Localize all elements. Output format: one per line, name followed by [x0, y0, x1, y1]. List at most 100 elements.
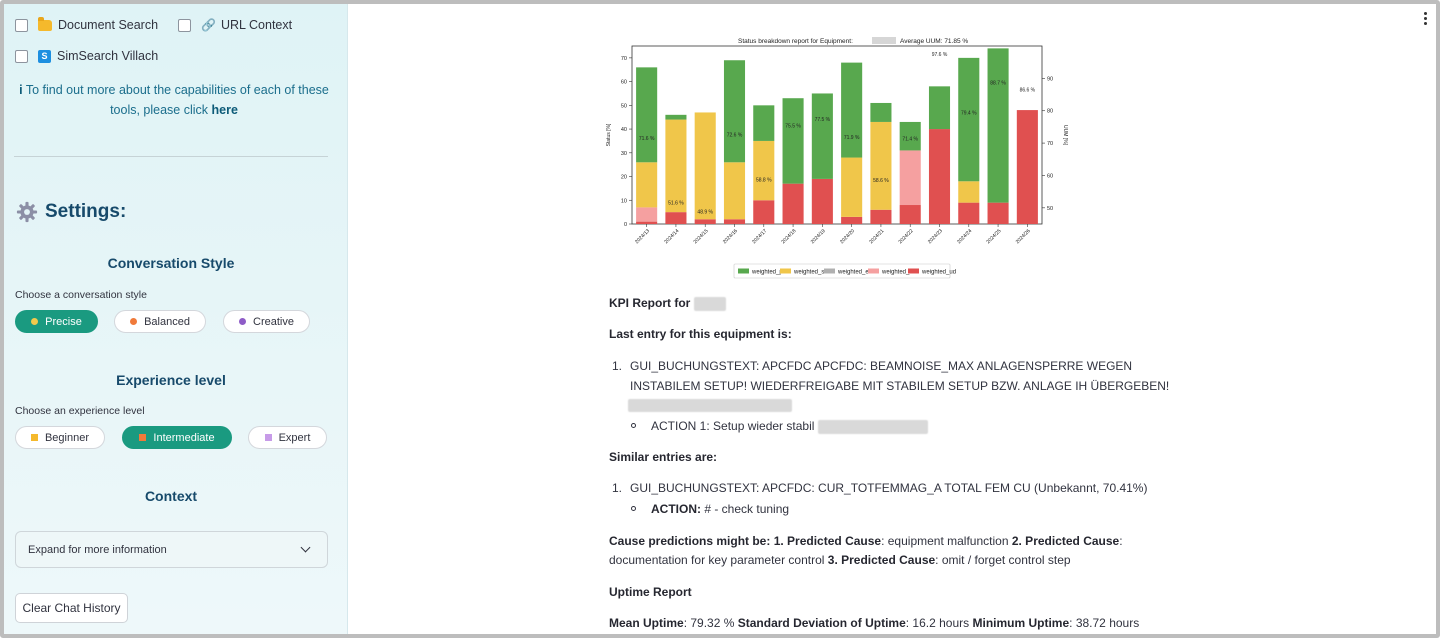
cause1-text: : equipment malfunction — [881, 534, 1012, 548]
x-tick-label: 2024/22 — [898, 228, 915, 245]
bar-segment-weighted_ud — [928, 129, 951, 224]
bar-segment-weighted_sb — [723, 162, 746, 220]
precise-dot-icon — [31, 318, 39, 325]
tool-url-context[interactable]: 🔗 URL Context — [178, 18, 292, 32]
tool-simsearch[interactable]: S SimSearch Villach — [15, 49, 158, 63]
clear-chat-history-button[interactable]: Clear Chat History — [15, 593, 128, 623]
style-precise-option[interactable]: Precise — [15, 310, 98, 333]
legend-label: weighted_pr — [751, 270, 785, 276]
redacted-equipment-name — [693, 296, 726, 311]
style-balanced-option[interactable]: Balanced — [114, 310, 206, 333]
legend-label: weighted_ud — [921, 270, 956, 276]
y2-tick-label: 90 — [1047, 76, 1053, 82]
bar-segment-weighted_pr — [870, 102, 892, 122]
chart-legend — [733, 263, 951, 279]
y-tick-label: 50 — [621, 103, 627, 109]
chart-svg: Status breakdown report for Equipment: Av… — [606, 37, 1068, 279]
x-tick-label: 2024/17 — [751, 228, 768, 245]
bar-segment-weighted_ud — [782, 183, 804, 224]
kpi-report-title: KPI Report for — [609, 296, 726, 311]
std-uptime-value: : 16.2 hours — [905, 616, 973, 630]
y2-tick-label: 80 — [1047, 109, 1053, 115]
more-menu-icon[interactable] — [1424, 12, 1428, 27]
x-tick-label: 2024/26 — [1015, 228, 1032, 245]
uum-data-label: 86.6 % — [1020, 87, 1036, 93]
info-text: To find out more about the capabilities … — [25, 83, 329, 117]
similar-entry-text: GUI_BUCHUNGSTEXT: APCFDC: CUR_TOTFEMMAG_… — [630, 481, 1148, 495]
bar-segment-weighted_pr — [987, 48, 1009, 203]
level-beginner-option[interactable]: Beginner — [15, 426, 105, 449]
uum-data-label: 71.4 % — [902, 137, 918, 143]
divider — [14, 156, 328, 157]
bar-segment-weighted_ud — [899, 205, 921, 224]
min-uptime-value: : 38.72 hours — [1069, 616, 1140, 630]
option-label: Expert — [278, 431, 311, 444]
tool-label: URL Context — [221, 18, 293, 32]
bar-segment-weighted_pr — [782, 98, 804, 184]
bar-segment-weighted_pr — [636, 67, 658, 163]
chevron-down-icon — [300, 542, 311, 553]
y-tick-label: 60 — [621, 80, 627, 86]
info-here-link[interactable]: here — [211, 103, 238, 117]
uum-data-label: 72.6 % — [727, 133, 743, 139]
legend-swatch — [868, 268, 879, 274]
uum-data-label: 77.5 % — [815, 117, 831, 123]
style-creative-option[interactable]: Creative — [223, 310, 310, 333]
uum-data-label: 88.7 % — [990, 81, 1006, 87]
bar-segment-weighted_sb — [636, 162, 658, 208]
redacted-block — [817, 419, 928, 434]
x-tick-label: 2024/19 — [810, 228, 827, 245]
y-tick-label: 70 — [621, 56, 627, 62]
redacted-block — [628, 399, 792, 413]
bar-segment-weighted_ud — [870, 209, 892, 224]
tool-label: Document Search — [58, 18, 159, 32]
level-expert-option[interactable]: Expert — [248, 426, 327, 449]
y2-tick-label: 60 — [1047, 173, 1053, 179]
x-tick-label: 2024/24 — [956, 228, 973, 245]
bar-segment-weighted_ud — [636, 221, 658, 224]
y2-axis-label: UUM [%] — [1062, 125, 1068, 146]
bar-segment-weighted_pr — [928, 86, 951, 130]
last-entry-text-line1: GUI_BUCHUNGSTEXT: APCFDC APCFDC: BEAMNOI… — [630, 359, 1133, 373]
std-uptime-label: Standard Deviation of Uptime — [737, 616, 906, 630]
legend-label: weighted_sd — [881, 270, 916, 276]
cause2-colon: : — [1119, 534, 1123, 548]
bar-segment-weighted_pr — [723, 60, 746, 163]
url-context-checkbox[interactable] — [178, 18, 191, 32]
action-text: ACTION 1: Setup wieder stabil — [651, 419, 815, 433]
tool-document-search[interactable]: Document Search — [15, 16, 159, 32]
uum-data-label: 71.6 % — [639, 136, 655, 142]
y-tick-label: 40 — [621, 127, 627, 133]
x-tick-label: 2024/15 — [693, 228, 710, 245]
x-tick-label: 2024/25 — [985, 228, 1002, 245]
settings-title: Settings: — [45, 201, 127, 222]
bar-segment-weighted_pr — [665, 114, 687, 120]
mean-uptime-label: Mean Uptime — [609, 616, 684, 630]
bar-segment-weighted_ud — [694, 219, 716, 224]
level-intermediate-option[interactable]: Intermediate — [122, 426, 232, 449]
bar-segment-weighted_sb — [665, 119, 687, 213]
cause-predictions-line2: documentation for key parameter control … — [609, 553, 1071, 567]
uum-data-label: 71.9 % — [844, 135, 860, 141]
x-tick-label: 2024/21 — [868, 228, 885, 245]
x-tick-label: 2024/13 — [634, 228, 651, 245]
chart-title: Status breakdown report for Equipment: — [738, 38, 853, 45]
context-expander[interactable]: Expand for more information — [15, 531, 328, 568]
uum-data-label: 58.8 % — [756, 177, 772, 183]
uum-data-label: 75.5 % — [785, 123, 801, 129]
last-entry-heading: Last entry for this equipment is: — [609, 327, 792, 341]
x-tick-label: 2024/20 — [839, 228, 856, 245]
redacted-text — [628, 398, 792, 413]
tools-info-text: i To find out more about the capabilitie… — [18, 80, 330, 120]
sidebar: Document Search 🔗 URL Context S SimSearc… — [4, 4, 348, 634]
uptime-stats: Mean Uptime: 79.32 % Standard Deviation … — [609, 616, 1139, 630]
document-search-checkbox[interactable] — [15, 18, 28, 32]
folder-icon — [38, 16, 52, 31]
context-title: Context — [144, 488, 198, 504]
cause-prefix: Cause predictions might be: — [609, 534, 774, 548]
option-label: Balanced — [144, 315, 190, 328]
uum-data-label: 48.9 % — [697, 209, 713, 215]
y-tick-label: 0 — [624, 222, 627, 228]
uum-data-label: 58.6 % — [873, 178, 889, 184]
simsearch-checkbox[interactable] — [15, 49, 28, 63]
